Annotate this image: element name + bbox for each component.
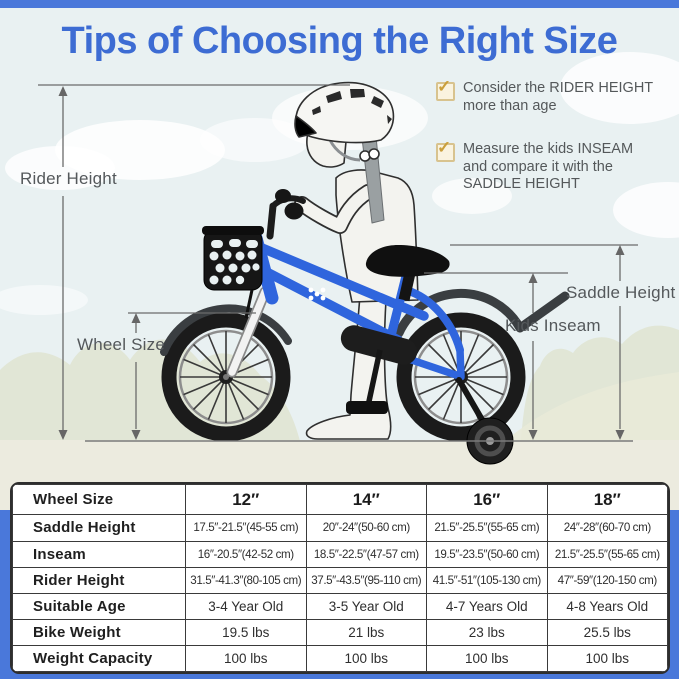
row-label: Saddle Height [12, 514, 186, 542]
front-fender [160, 304, 292, 356]
table-cell: 19.5″-23.5″(50-60 cm) [426, 540, 548, 568]
table-cell: 20″-24″(50-60 cm) [305, 514, 427, 542]
table-row: Weight Capacity 100 lbs 100 lbs 100 lbs … [12, 644, 668, 672]
saddle [365, 245, 450, 277]
measurement-arrows [58, 86, 625, 440]
table-cell: 21.5″-25.5″(55-65 cm) [546, 540, 668, 568]
tip-item: ✓ Consider the RIDER HEIGHT more than ag… [436, 77, 676, 115]
table-cell: 21 lbs [305, 618, 427, 646]
column-header: 18″ [546, 484, 668, 516]
table-row: Bike Weight 19.5 lbs 21 lbs 23 lbs 25.5 … [12, 618, 668, 646]
helmet-vents [312, 89, 392, 124]
frame-logo [308, 287, 326, 301]
rider-height-label: Rider Height [20, 169, 117, 188]
handlebar-stem [266, 202, 277, 240]
table-cell: 24″-28″(60-70 cm) [546, 514, 668, 542]
table-cell: 19.5 lbs [185, 618, 307, 646]
tip-line: and compare it with the [463, 158, 613, 175]
measurement-lines [38, 84, 638, 442]
table-cell: 16″-20.5″(42-52 cm) [185, 540, 307, 568]
table-cell: 4-7 Years Old [426, 592, 548, 620]
kid-arm [295, 185, 375, 233]
table-cell: 21.5″-25.5″(55-65 cm) [426, 514, 548, 542]
handlebar-grip [284, 202, 304, 220]
page-title: Tips of Choosing the Right Size [61, 20, 618, 62]
row-label: Inseam [12, 540, 186, 568]
table-cell: 4-8 Years Old [546, 592, 668, 620]
crank-arm [365, 349, 383, 407]
table-cell: 18.5″-22.5″(47-57 cm) [305, 540, 427, 568]
chin-strap [328, 139, 361, 162]
kids-inseam-label: Kids Inseam [505, 316, 601, 335]
hills [0, 325, 679, 441]
row-label: Weight Capacity [12, 644, 186, 672]
row-label: Bike Weight [12, 618, 186, 646]
check-icon: ✓ [436, 138, 455, 162]
table-cell: 100 lbs [305, 644, 427, 672]
column-header: 12″ [185, 484, 307, 516]
tip-line: SADDLE HEIGHT [463, 176, 580, 192]
table-cell: 3-5 Year Old [305, 592, 427, 620]
tip-line: more than age [463, 97, 557, 114]
basket [202, 226, 264, 319]
table-row: Inseam 16″-20.5″(42-52 cm) 18.5″-22.5″(4… [12, 540, 668, 568]
wheel-size-label: Wheel Size [77, 335, 165, 354]
table-cell: 41.5″-51″(105-130 cm) [426, 566, 548, 594]
table-cell: 47″-59″(120-150 cm) [546, 566, 668, 594]
tip-line: Consider the RIDER HEIGHT [463, 80, 654, 96]
top-accent-strip [0, 0, 679, 8]
pedal [346, 401, 388, 414]
tips-checklist: ✓ Consider the RIDER HEIGHT more than ag… [436, 77, 676, 220]
table-row: Rider Height 31.5″-41.3″(80-105 cm) 37.5… [12, 566, 668, 594]
row-label: Rider Height [12, 566, 186, 594]
corner-label: Wheel Size [12, 484, 186, 516]
table-cell: 17.5″-21.5″(45-55 cm) [185, 514, 307, 542]
table-cell: 100 lbs [185, 644, 307, 672]
column-header: 14″ [305, 484, 427, 516]
check-icon: ✓ [436, 77, 455, 101]
table-cell: 31.5″-41.3″(80-105 cm) [185, 566, 307, 594]
table-cell: 100 lbs [426, 644, 548, 672]
strap-bead [368, 148, 380, 160]
column-header: 16″ [426, 484, 548, 516]
helmet-visor [294, 115, 317, 138]
brake-lever [275, 189, 291, 203]
saddle-height-label: Saddle Height [566, 283, 676, 302]
front-wheel [169, 320, 283, 434]
table-row: Saddle Height 17.5″-21.5″(45-55 cm) 20″-… [12, 514, 668, 542]
tip-line: Measure the kids INSEAM [463, 141, 634, 157]
tip-item: ✓ Measure the kids INSEAM and compare it… [436, 138, 676, 194]
clouds [0, 52, 679, 315]
fork [228, 288, 269, 376]
row-label: Suitable Age [12, 592, 186, 620]
chain-guard [340, 325, 418, 365]
table-cell: 37.5″-43.5″(95-110 cm) [305, 566, 427, 594]
tip-text: Measure the kids INSEAM and compare it w… [463, 141, 633, 194]
table-row: Suitable Age 3-4 Year Old 3-5 Year Old 4… [12, 592, 668, 620]
table-cell: 23 lbs [426, 618, 548, 646]
tip-text: Consider the RIDER HEIGHT more than age [463, 80, 653, 115]
table-cell: 3-4 Year Old [185, 592, 307, 620]
size-table: Wheel Size 12″ 14″ 16″ 18″ Saddle Height… [10, 482, 670, 674]
table-cell: 25.5 lbs [546, 618, 668, 646]
table-cell: 100 lbs [546, 644, 668, 672]
seat-post [398, 271, 416, 302]
table-header-row: Wheel Size 12″ 14″ 16″ 18″ [12, 484, 668, 516]
